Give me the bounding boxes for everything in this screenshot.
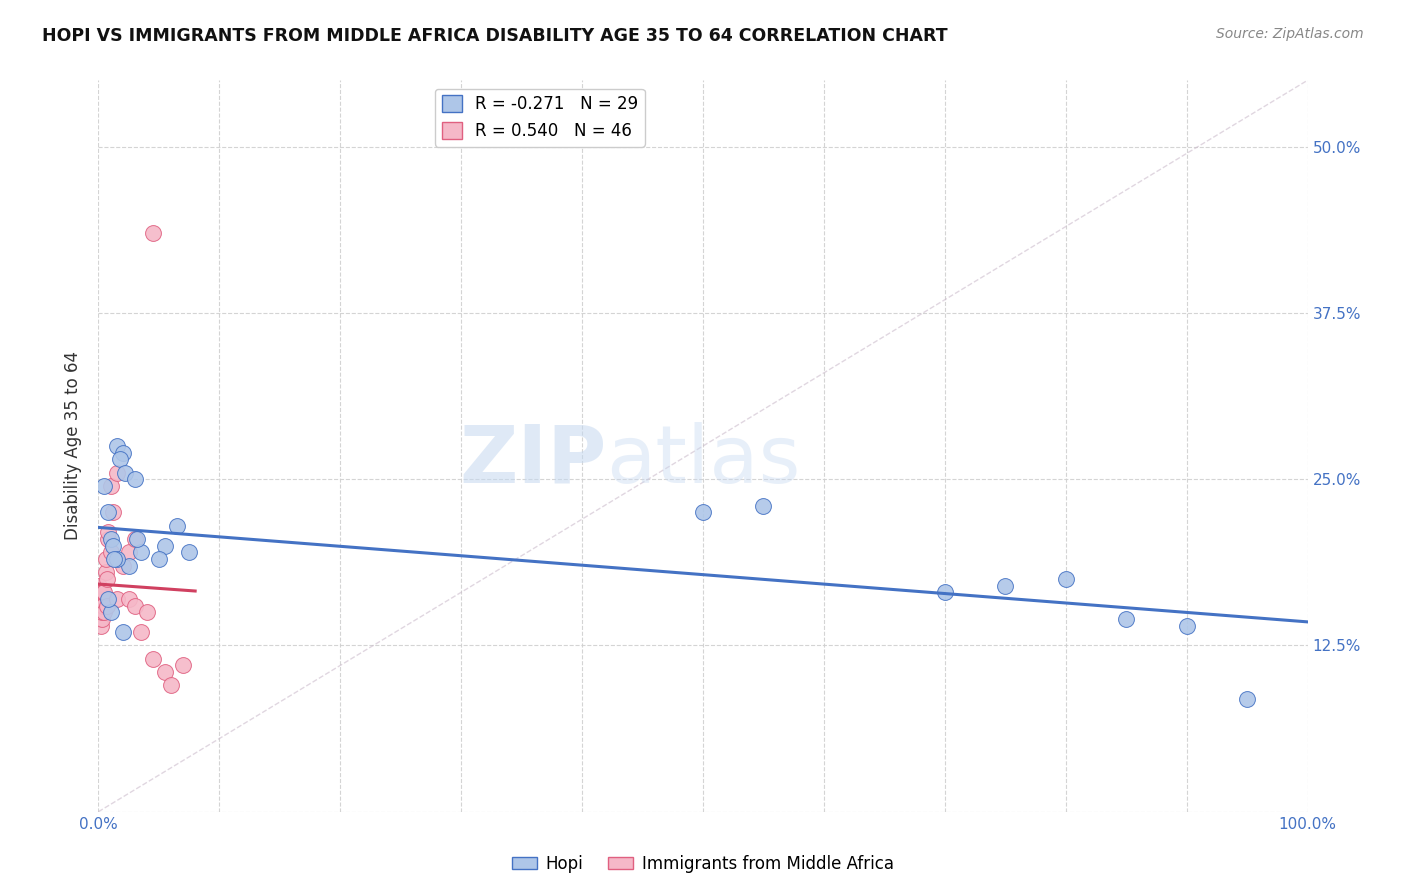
Point (94, 552, 117, 566)
Point (101, 539, 124, 553)
Point (108, 452, 131, 467)
Point (90, 591, 112, 606)
Point (89, 612, 111, 626)
Point (93, 605, 115, 619)
Point (105, 552, 128, 566)
Point (89, 591, 111, 606)
Y-axis label: Disability Age 35 to 64: Disability Age 35 to 64 (65, 351, 83, 541)
Point (91, 599, 114, 613)
Point (89, 605, 111, 619)
Point (89, 599, 111, 613)
Point (692, 506, 714, 520)
Point (97, 591, 120, 606)
Point (103, 552, 125, 566)
Point (994, 579, 1017, 593)
Point (90, 599, 112, 613)
Point (124, 532, 146, 546)
Point (89, 605, 111, 619)
Point (166, 518, 188, 533)
Point (96, 572, 118, 586)
Text: atlas: atlas (606, 422, 800, 500)
Point (100, 605, 122, 619)
Point (89, 591, 111, 606)
Point (97, 506, 120, 520)
Point (934, 585, 956, 599)
Point (153, 665, 176, 679)
Point (118, 558, 141, 573)
Point (91, 605, 114, 619)
Point (1115, 612, 1137, 626)
Point (91, 585, 114, 599)
Point (129, 625, 152, 640)
Point (93, 479, 115, 493)
Point (96, 599, 118, 613)
Point (93, 585, 115, 599)
Point (124, 599, 146, 613)
Point (111, 625, 134, 640)
Point (172, 658, 194, 673)
Point (148, 552, 170, 566)
Point (97, 525, 120, 540)
Point (118, 591, 141, 606)
Point (124, 472, 146, 486)
Point (87, 579, 110, 593)
Point (142, 226, 165, 240)
Point (89, 585, 111, 599)
Point (97, 532, 120, 546)
Point (142, 652, 165, 666)
Text: HOPI VS IMMIGRANTS FROM MIDDLE AFRICA DISABILITY AGE 35 TO 64 CORRELATION CHART: HOPI VS IMMIGRANTS FROM MIDDLE AFRICA DI… (42, 27, 948, 45)
Legend: R = -0.271   N = 29, R = 0.540   N = 46: R = -0.271 N = 29, R = 0.540 N = 46 (434, 88, 645, 146)
Point (135, 605, 157, 619)
Point (1236, 691, 1258, 706)
Point (1175, 618, 1198, 632)
Point (89, 585, 111, 599)
Text: Source: ZipAtlas.com: Source: ZipAtlas.com (1216, 27, 1364, 41)
Point (90, 618, 112, 632)
Point (100, 545, 122, 559)
Point (100, 479, 122, 493)
Point (105, 591, 128, 606)
Point (87, 591, 110, 606)
Point (90, 585, 112, 599)
Point (1054, 572, 1077, 586)
Point (118, 545, 141, 559)
Point (87, 585, 110, 599)
Point (91, 612, 114, 626)
Point (111, 445, 134, 459)
Point (94, 566, 117, 580)
Point (89, 599, 111, 613)
Point (101, 506, 124, 520)
Text: ZIP: ZIP (458, 422, 606, 500)
Point (111, 558, 134, 573)
Point (114, 466, 136, 480)
Point (752, 499, 775, 513)
Point (153, 539, 176, 553)
Legend: Hopi, Immigrants from Middle Africa: Hopi, Immigrants from Middle Africa (506, 848, 900, 880)
Point (160, 678, 183, 692)
Point (90, 605, 112, 619)
Point (100, 532, 122, 546)
Point (91, 585, 114, 599)
Point (127, 532, 149, 546)
Point (179, 545, 201, 559)
Point (105, 466, 128, 480)
Point (105, 439, 128, 453)
Point (129, 545, 152, 559)
